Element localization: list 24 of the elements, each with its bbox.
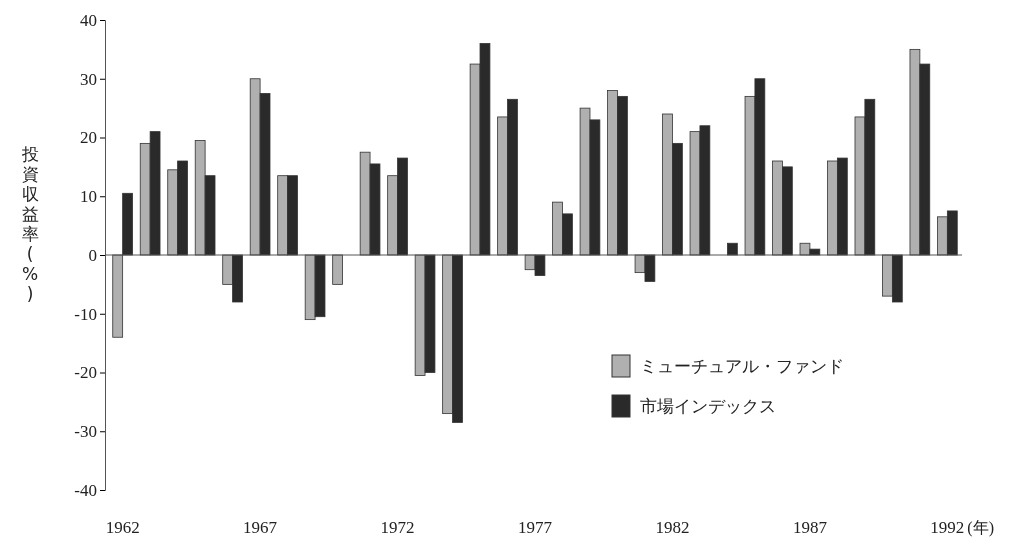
x-tick-label: 1962 [105,518,140,537]
x-tick-label: 1967 [243,518,278,537]
y-tick-label: 0 [88,245,97,265]
x-tick-label: 1977 [518,518,553,537]
x-tick-label: 1987 [792,518,828,537]
y-tick-label: 30 [80,69,97,89]
y-tick-label: -30 [74,422,97,442]
legend-label: 市場インデックス [640,396,776,416]
x-tick-label: 1982 [655,518,690,537]
bar [727,242,738,256]
y-axis-title: 投資収益率(%) [20,144,39,304]
y-tick-label: -10 [74,304,97,324]
bar [332,254,343,285]
bar [122,192,133,256]
y-tick-label: -40 [74,480,97,500]
x-axis-title: (年) [967,519,995,537]
y-tick-label: 20 [80,128,97,148]
y-tick-label: 10 [80,187,97,207]
bar [112,254,124,338]
x-tick-label: 1992 [930,518,965,537]
y-tick-label: 40 [80,10,97,30]
x-tick-label: 1972 [380,518,415,537]
y-tick-label: -20 [74,363,97,383]
legend-label: ミューチュアル・ファンド [640,356,844,376]
